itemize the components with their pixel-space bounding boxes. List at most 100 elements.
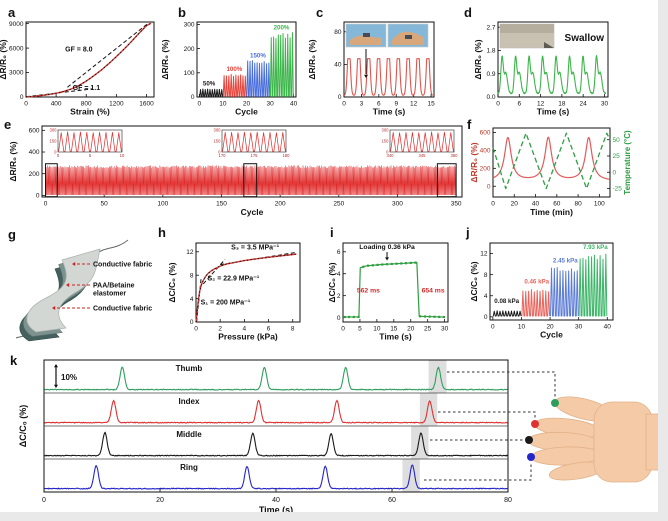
palm <box>593 401 653 483</box>
y-tick: 40 <box>334 62 342 69</box>
axis-frame <box>25 21 155 98</box>
x-axis-title: Time (s) <box>259 505 293 515</box>
x-tick: 800 <box>81 101 92 108</box>
panel-j-letter: j <box>466 225 470 240</box>
x-axis-title: Pressure (kPa) <box>218 332 278 342</box>
x-tick: 250 <box>333 201 344 208</box>
marker <box>362 265 365 268</box>
swallow-series <box>497 55 607 95</box>
x-tick: 20 <box>156 497 164 504</box>
y-tick: 0 <box>20 94 24 101</box>
marker <box>438 315 441 318</box>
x-tick: 0 <box>198 101 202 108</box>
x-tick: 50 <box>101 201 109 208</box>
right-y-tick: 0 <box>613 169 617 176</box>
group-label: 200% <box>274 25 290 32</box>
panel-i-letter: i <box>330 225 334 240</box>
photo-detail <box>544 42 554 48</box>
y-tick: 9000 <box>9 21 24 28</box>
axis-frame <box>195 242 301 323</box>
finger-trace-thumb <box>43 366 508 391</box>
x-tick: 150 <box>216 201 227 208</box>
cycle-group <box>521 288 551 317</box>
inset-y-tick: 300 <box>50 128 58 133</box>
inset-y-tick: 150 <box>382 139 390 144</box>
x-tick: 350 <box>451 201 462 208</box>
x-axis-title: Time (s) <box>537 107 570 117</box>
y-tick: 300 <box>184 22 195 29</box>
ring-dot <box>527 453 535 461</box>
finger-trace-middle <box>44 431 508 457</box>
group-label: 150% <box>250 53 266 60</box>
cycle-group <box>269 32 294 97</box>
highlight-box <box>243 163 258 198</box>
y-tick: 80 <box>334 29 342 36</box>
y-tick: 12 <box>186 249 194 256</box>
y-tick: 100 <box>184 70 195 77</box>
marker <box>423 315 427 318</box>
y-axis-title: ΔR/R₀ (%) <box>473 39 483 79</box>
panel-h-chart: 0 2 4 6 8 0 4 8 12 S₁ = 200 MPa⁻¹ S₂ = 22.9 MPa⁻¹ S… <box>167 242 301 342</box>
marker <box>428 315 431 318</box>
y-tick: 0 <box>338 94 342 101</box>
x-tick: 40 <box>604 324 612 331</box>
fit-label: S₂ = 22.9 MPa⁻¹ <box>207 276 259 283</box>
inset-x-tick: 170 <box>219 153 227 158</box>
x-tick: 6 <box>377 101 381 108</box>
y-axis-title: ΔC/C₀ (%) <box>167 262 177 302</box>
arrowhead <box>52 306 56 310</box>
axis-frame <box>492 127 611 198</box>
wire-top <box>95 239 129 255</box>
x-tick: 30 <box>601 101 609 108</box>
marker <box>371 264 374 267</box>
finger-trace-index <box>43 399 508 424</box>
temperature-series <box>492 132 611 190</box>
y-tick: 200 <box>29 171 40 178</box>
resistance-series <box>492 136 611 180</box>
marker <box>347 315 351 319</box>
inset-y-tick: 0 <box>386 150 389 155</box>
panel-b-chart: 0 10 20 30 40 0 100 200 300 50% 100% 150% 200% Cycle Δ… <box>160 21 298 117</box>
x-tick: 24 <box>580 101 588 108</box>
marker <box>404 262 408 265</box>
layer-label: PAA/Betaine <box>93 283 135 290</box>
y-tick: 6000 <box>9 45 24 52</box>
y-tick: 0 <box>191 94 195 101</box>
highlight-band <box>402 459 420 492</box>
photo-shade <box>500 24 554 33</box>
y-tick: 8 <box>484 272 488 279</box>
data-points-dotted <box>195 253 297 323</box>
x-tick: 0 <box>491 324 495 331</box>
y-axis-title: ΔC/C₀ (%) <box>18 405 28 448</box>
marker <box>366 264 370 267</box>
x-tick: 40 <box>272 497 280 504</box>
inset-y-tick: 0 <box>218 150 221 155</box>
axis-frame <box>342 242 449 323</box>
highlight-band <box>411 426 429 459</box>
x-axis-title: Time (min) <box>530 207 573 217</box>
y-axis-title: ΔR/R₀ (%) <box>8 141 18 181</box>
x-tick: 10 <box>373 326 381 333</box>
data-curve <box>195 253 297 323</box>
x-tick: 0 <box>341 326 345 333</box>
y-tick: 8 <box>190 272 194 279</box>
x-tick: 30 <box>575 324 583 331</box>
axis-frame <box>489 242 614 321</box>
cycle-group <box>578 253 608 317</box>
panel-d-letter: d <box>464 5 472 20</box>
cycle-group <box>246 60 271 97</box>
x-tick: 25 <box>424 326 432 333</box>
y-tick: 400 <box>29 149 40 156</box>
x-tick: 6 <box>517 101 521 108</box>
marker <box>343 315 346 319</box>
x-tick: 40 <box>290 101 298 108</box>
cycle-group <box>222 73 247 97</box>
connector-index <box>438 411 536 419</box>
pulse-series <box>343 58 434 96</box>
swallow-label: Swallow <box>565 33 605 44</box>
x-tick: 20 <box>511 201 519 208</box>
y-tick: 200 <box>184 46 195 53</box>
group-label: 2.45 kPa <box>553 258 578 265</box>
sensor-shape <box>405 35 412 39</box>
